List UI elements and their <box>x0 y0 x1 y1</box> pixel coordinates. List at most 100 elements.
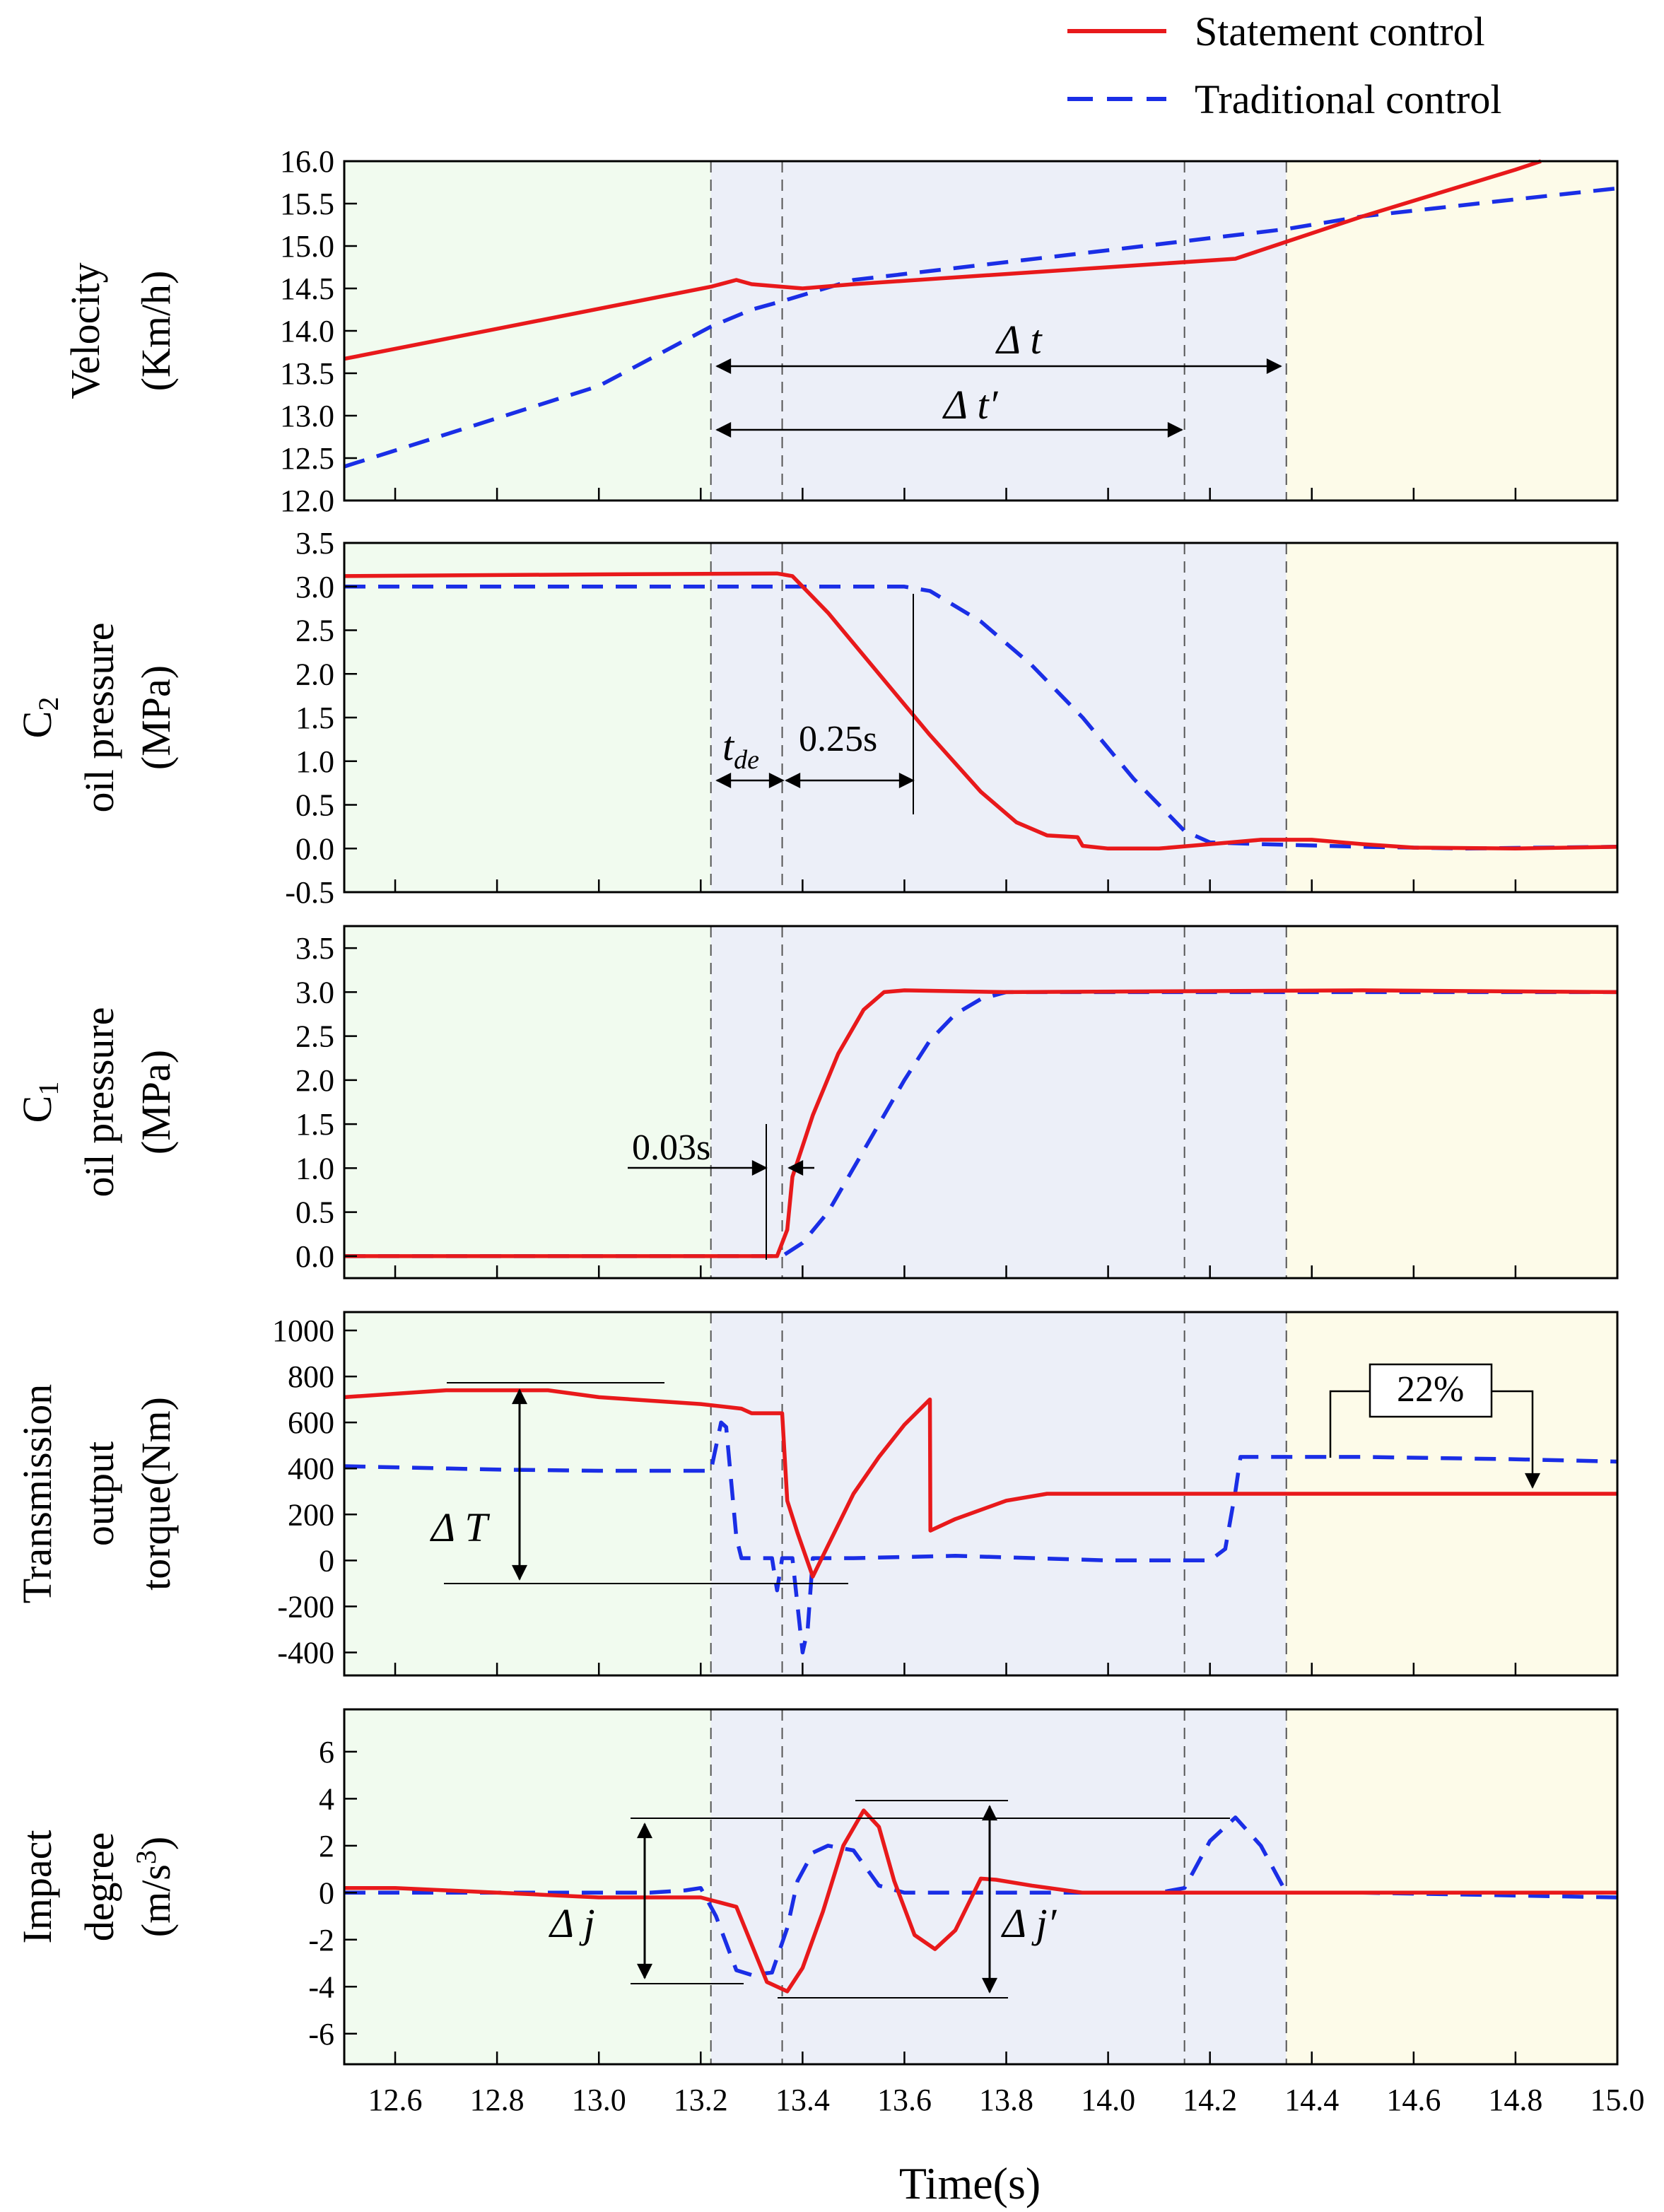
legend-label-statement: Statement control <box>1195 8 1485 54</box>
torque-ytick-label: 600 <box>288 1405 334 1440</box>
velocity-ylabel: (Km/h) <box>133 271 179 392</box>
impact-ytick-label: -2 <box>308 1923 334 1958</box>
c2-ytick-label: 1.5 <box>295 701 334 735</box>
xtick-label: 13.8 <box>979 2083 1033 2117</box>
c2-ytick-label: 1.0 <box>295 744 334 779</box>
velocity-annotations: Δ t Δ t′ <box>715 317 1282 438</box>
c2-ytick-label: 0.0 <box>295 831 334 866</box>
c2-ylabel: (MPa) <box>133 665 179 770</box>
c1-panel: 0.0 0.5 1.0 1.5 2.0 2.5 3.0 3.5 C1 oil pressure (M… <box>14 925 1619 1280</box>
c2-ytick-label: 3.0 <box>295 570 334 604</box>
c2-ytick-label: 3.5 <box>295 526 334 561</box>
c1-ytick-label: 3.0 <box>295 975 334 1010</box>
c1-region-post-shift <box>1286 926 1617 1278</box>
c2-series-traditional <box>344 585 1618 851</box>
torque-ylabel: output <box>76 1441 122 1546</box>
velocity-ylabel: Velocity <box>62 262 108 399</box>
impact-ytick-label: -6 <box>308 2017 334 2052</box>
xtick-label: 15.0 <box>1590 2083 1645 2117</box>
c1-ytick-label: 1.0 <box>295 1151 334 1186</box>
c1-series-statement <box>344 988 1618 1258</box>
impact-ytick-label: -4 <box>308 1970 334 2004</box>
torque-region-pre-shift <box>344 1312 711 1675</box>
impact-ytick-label: 4 <box>319 1781 334 1816</box>
percent-label: 22% <box>1397 1369 1464 1410</box>
velocity-ytick-label: 15.0 <box>280 229 334 264</box>
impact-region-post-shift <box>1286 1709 1617 2064</box>
impact-ylabel: degree <box>76 1832 122 1942</box>
c2-region-post-shift <box>1286 543 1617 892</box>
torque-ytick-label: -400 <box>277 1635 334 1670</box>
velocity-region-pre-shift <box>344 161 711 501</box>
velocity-ytick-label: 16.0 <box>280 144 334 179</box>
velocity-ytick-label: 12.5 <box>280 441 334 476</box>
xtick-label: 14.6 <box>1386 2083 1441 2117</box>
velocity-ytick-label: 13.5 <box>280 356 334 391</box>
delta-T-label: Δ T <box>430 1504 490 1550</box>
impact-series-statement <box>344 1808 1617 1994</box>
torque-ytick-label: 0 <box>319 1543 334 1578</box>
c1-ytick-label: 3.5 <box>295 931 334 966</box>
c1-ytick-label: 2.0 <box>295 1063 334 1098</box>
percent-box <box>1369 1363 1493 1418</box>
torque-series-traditional <box>344 1420 1618 1655</box>
c1-frame <box>343 925 1619 1280</box>
c1-ylabel: (MPa) <box>133 1050 179 1154</box>
delta-j-label: Δ j <box>549 1900 595 1946</box>
velocity-ytick-label: 12.0 <box>280 484 334 518</box>
xtick-label: 12.6 <box>368 2083 423 2117</box>
c2-panel: -0.5 0.0 0.5 1.0 1.5 2.0 2.5 3.0 3.5 C2 oil pressu… <box>14 526 1619 910</box>
c1-ytick-label: 0.5 <box>295 1195 334 1230</box>
torque-series-statement <box>344 1388 1617 1579</box>
velocity-ytick-label: 14.5 <box>280 271 334 306</box>
c1-ytick-label: 1.5 <box>295 1107 334 1142</box>
c1-ylabel: C1 <box>14 1082 64 1123</box>
torque-ylabel: torque(Nm) <box>133 1397 179 1591</box>
c2-ytick-label: 2.5 <box>295 614 334 648</box>
x-axis-title: Time(s) <box>899 2158 1041 2208</box>
xtick-label: 14.4 <box>1284 2083 1339 2117</box>
xtick-label: 13.0 <box>572 2083 626 2117</box>
delta-t-prime-label: Δ t′ <box>942 382 999 428</box>
xtick-label: 14.2 <box>1183 2083 1237 2117</box>
impact-region-shift <box>710 1709 1287 2064</box>
impact-annotations: Δ j Δ j′ <box>549 1800 1230 1999</box>
delta-t-label: Δ t <box>995 317 1043 363</box>
xtick-label: 13.2 <box>674 2083 728 2117</box>
velocity-ytick-label: 13.0 <box>280 399 334 433</box>
torque-annotations: Δ T 22% <box>430 1363 1540 1584</box>
torque-ytick-label: 800 <box>288 1359 334 1394</box>
c1-ylabel: oil pressure <box>76 1007 122 1198</box>
velocity-region-shift <box>710 161 1287 501</box>
velocity-series-traditional <box>344 186 1618 469</box>
impact-panel: -6 -4 -2 0 2 4 6 Impact degree (m/s3) <box>14 1708 1619 2066</box>
xtick-label: 13.6 <box>877 2083 932 2117</box>
tde-label: tde <box>722 723 759 775</box>
c1-annotations: 0.03s <box>628 1124 814 1260</box>
velocity-ytick-label: 15.5 <box>280 187 334 221</box>
torque-ytick-label: 1000 <box>272 1313 334 1348</box>
impact-series-traditional <box>344 1815 1618 1977</box>
c2-region-shift <box>710 543 1287 892</box>
legend: Statement control Traditional control <box>1067 8 1501 122</box>
c2-ytick-label: 2.0 <box>295 657 334 691</box>
c1-ytick-label: 2.5 <box>295 1019 334 1054</box>
legend-label-traditional: Traditional control <box>1195 76 1501 122</box>
xtick-label: 12.8 <box>470 2083 525 2117</box>
panels: 12.0 12.5 13.0 13.5 14.0 14.5 15.0 15.5 16.0 Velo… <box>14 144 1619 2066</box>
torque-panel: -400 -200 0 200 400 600 800 1000 Transmission out… <box>14 1311 1619 1677</box>
torque-ylabel: Transmission <box>14 1384 60 1604</box>
xtick-label: 14.0 <box>1081 2083 1135 2117</box>
c1-duration-label: 0.03s <box>632 1128 710 1168</box>
torque-ytick-label: -200 <box>277 1589 334 1624</box>
impact-ylabel: (m/s3) <box>130 1837 179 1937</box>
c2-ytick-label: -0.5 <box>285 875 334 910</box>
velocity-series-statement <box>344 159 1542 361</box>
impact-frame <box>343 1708 1619 2066</box>
xtick-label: 14.8 <box>1488 2083 1542 2117</box>
velocity-panel: 12.0 12.5 13.0 13.5 14.0 14.5 15.0 15.5 16.0 Velo… <box>62 144 1619 518</box>
impact-ytick-label: 0 <box>319 1875 334 1910</box>
c1-ytick-label: 0.0 <box>295 1239 334 1274</box>
xtick-label: 13.4 <box>775 2083 830 2117</box>
